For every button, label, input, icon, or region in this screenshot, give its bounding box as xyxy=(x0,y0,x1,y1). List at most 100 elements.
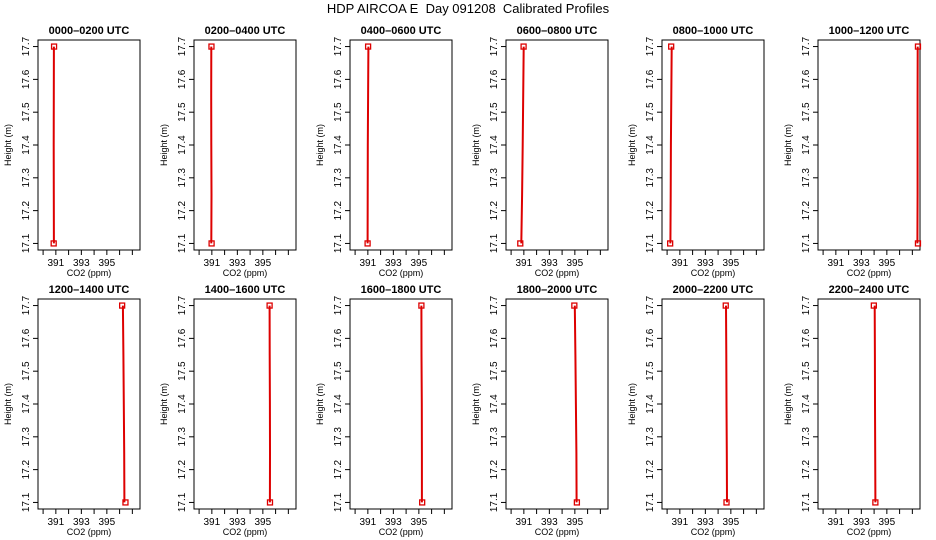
y-tick-label: 17.5 xyxy=(801,361,812,381)
x-tick-label: 395 xyxy=(567,517,584,528)
y-tick-label: 17.6 xyxy=(801,328,812,348)
x-axis-label: CO2 (ppm) xyxy=(223,527,268,537)
data-point-marker xyxy=(119,302,126,309)
y-tick-label: 17.7 xyxy=(21,295,32,315)
x-tick-label: 391 xyxy=(828,258,845,269)
y-tick-label: 17.1 xyxy=(801,233,812,253)
panel-title: 1800–2000 UTC xyxy=(517,284,598,296)
profile-line xyxy=(873,305,877,503)
x-tick-label: 391 xyxy=(828,517,845,528)
x-tick-label: 393 xyxy=(853,517,870,528)
x-axis-label: CO2 (ppm) xyxy=(691,268,736,278)
y-tick-label: 17.2 xyxy=(21,459,32,479)
y-tick-label: 17.7 xyxy=(21,36,32,56)
y-axis-label: Height (m) xyxy=(627,383,637,425)
y-tick-label: 17.3 xyxy=(21,427,32,447)
data-point-marker xyxy=(517,240,524,247)
x-axis-label: CO2 (ppm) xyxy=(379,527,424,537)
y-tick-label: 17.5 xyxy=(21,361,32,381)
x-tick-label: 393 xyxy=(229,517,246,528)
y-tick-label: 17.4 xyxy=(177,394,188,414)
panel-title: 0600–0800 UTC xyxy=(517,25,598,37)
x-tick-label: 391 xyxy=(204,258,221,269)
profile-line xyxy=(366,46,370,244)
x-axis-label: CO2 (ppm) xyxy=(847,268,892,278)
y-tick-label: 17.4 xyxy=(21,394,32,414)
y-tick-label: 17.5 xyxy=(177,102,188,122)
x-axis-label: CO2 (ppm) xyxy=(67,268,112,278)
x-tick-label: 393 xyxy=(697,517,714,528)
plot-frame xyxy=(661,298,765,510)
data-point-marker xyxy=(667,240,674,247)
y-tick-label: 17.7 xyxy=(333,36,344,56)
y-tick-label: 17.5 xyxy=(645,102,656,122)
x-tick-label: 395 xyxy=(255,517,272,528)
data-point-marker xyxy=(208,240,215,247)
y-tick-label: 17.3 xyxy=(801,427,812,447)
data-point-marker xyxy=(266,499,274,506)
plot-frame xyxy=(817,298,921,510)
plot-frame xyxy=(349,39,453,251)
y-tick-label: 17.6 xyxy=(489,328,500,348)
y-axis-label: Height (m) xyxy=(3,383,13,425)
x-tick-label: 395 xyxy=(879,517,896,528)
y-tick-label: 17.4 xyxy=(333,135,344,155)
x-tick-label: 393 xyxy=(853,258,870,269)
profile-line xyxy=(121,305,126,503)
data-point-marker xyxy=(872,499,879,506)
y-tick-label: 17.1 xyxy=(489,492,500,512)
data-point-marker xyxy=(208,43,215,50)
plot-frame xyxy=(661,39,765,251)
y-tick-label: 17.2 xyxy=(801,200,812,220)
y-tick-label: 17.3 xyxy=(645,168,656,188)
panel-title: 1600–1800 UTC xyxy=(361,284,442,296)
x-tick-label: 393 xyxy=(541,517,558,528)
y-tick-label: 17.5 xyxy=(801,102,812,122)
x-tick-label: 391 xyxy=(516,517,533,528)
panel-title: 0200–0400 UTC xyxy=(205,25,286,37)
y-tick-label: 17.4 xyxy=(333,394,344,414)
y-tick-label: 17.5 xyxy=(333,102,344,122)
y-tick-label: 17.6 xyxy=(645,69,656,89)
data-point-marker xyxy=(668,43,675,50)
y-tick-label: 17.7 xyxy=(489,36,500,56)
y-tick-label: 17.3 xyxy=(489,168,500,188)
y-tick-label: 17.3 xyxy=(177,168,188,188)
y-axis-label: Height (m) xyxy=(159,383,169,425)
y-tick-label: 17.2 xyxy=(333,200,344,220)
data-point-marker xyxy=(914,43,922,50)
x-tick-label: 393 xyxy=(697,258,714,269)
y-tick-label: 17.3 xyxy=(333,168,344,188)
y-tick-label: 17.2 xyxy=(333,459,344,479)
y-tick-label: 17.7 xyxy=(645,295,656,315)
y-tick-label: 17.5 xyxy=(489,361,500,381)
y-axis-label: Height (m) xyxy=(315,124,325,166)
x-tick-label: 391 xyxy=(48,517,65,528)
panel-title: 0800–1000 UTC xyxy=(673,25,754,37)
y-tick-label: 17.3 xyxy=(21,168,32,188)
x-tick-label: 391 xyxy=(672,258,689,269)
y-tick-label: 17.1 xyxy=(177,233,188,253)
y-tick-label: 17.6 xyxy=(21,69,32,89)
y-tick-label: 17.2 xyxy=(645,200,656,220)
y-tick-label: 17.6 xyxy=(489,69,500,89)
data-point-marker xyxy=(122,499,129,506)
plot-frame xyxy=(349,298,453,510)
panel-title: 2200–2400 UTC xyxy=(829,284,910,296)
x-axis-label: CO2 (ppm) xyxy=(223,268,268,278)
x-tick-label: 393 xyxy=(73,517,90,528)
y-tick-label: 17.5 xyxy=(333,361,344,381)
x-axis-label: CO2 (ppm) xyxy=(379,268,424,278)
x-tick-label: 395 xyxy=(99,517,116,528)
y-tick-label: 17.6 xyxy=(177,328,188,348)
y-tick-label: 17.1 xyxy=(21,233,32,253)
y-tick-label: 17.1 xyxy=(645,233,656,253)
y-tick-label: 17.2 xyxy=(177,200,188,220)
